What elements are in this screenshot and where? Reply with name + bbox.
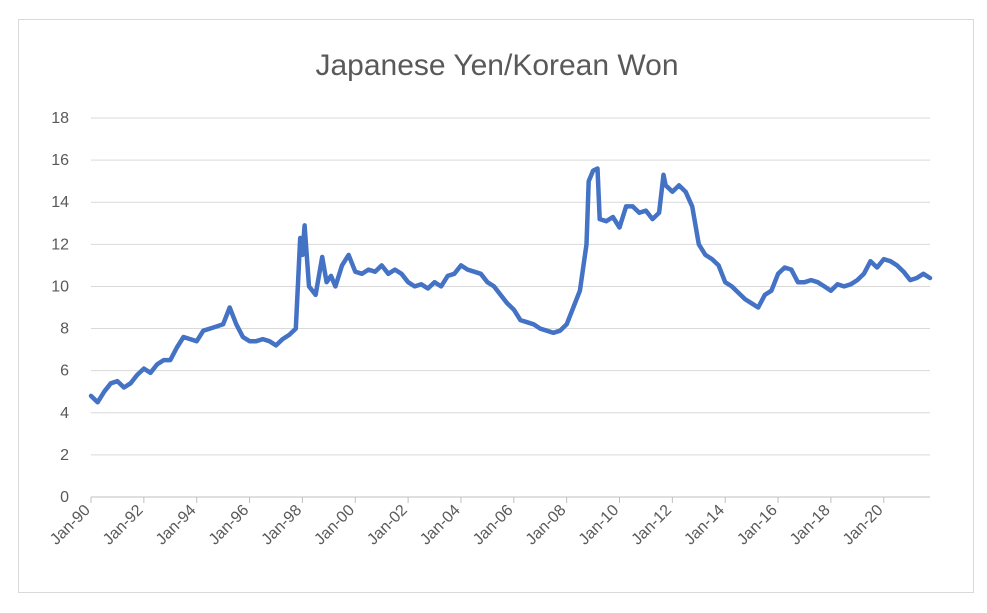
x-tick-label: Jan-02 (364, 502, 411, 549)
y-tick-label: 0 (60, 489, 69, 506)
x-tick-label: Jan-10 (576, 502, 623, 549)
y-axis: 0 2 4 6 8 10 12 14 16 18 (51, 110, 69, 506)
x-tick-label: Jan-96 (206, 502, 253, 549)
x-axis: Jan-90 Jan-92 Jan-94 Jan-96 Jan-98 Jan-00 Jan-… (47, 496, 930, 549)
y-tick-label: 18 (51, 110, 69, 127)
chart-title: Japanese Yen/Korean Won (315, 49, 678, 82)
x-tick-label: Jan-14 (681, 502, 728, 549)
series (88, 166, 933, 405)
x-tick-label: Jan-20 (840, 502, 887, 549)
x-tick-label: Jan-18 (787, 502, 834, 549)
x-tick-label: Jan-92 (100, 502, 147, 549)
y-tick-label: 12 (51, 236, 69, 253)
y-tick-label: 8 (60, 321, 69, 338)
x-tick-label: Jan-08 (523, 502, 570, 549)
x-tick-label: Jan-12 (629, 502, 676, 549)
series-line (88, 166, 933, 405)
x-tick-label: Jan-90 (47, 502, 94, 549)
grid (91, 117, 930, 456)
x-tick-label: Jan-00 (311, 502, 358, 549)
y-tick-label: 6 (60, 363, 69, 380)
x-tick-label: Jan-98 (259, 502, 306, 549)
x-tick-label: Jan-06 (470, 502, 517, 549)
x-tick-label: Jan-16 (734, 502, 781, 549)
y-tick-label: 2 (60, 447, 69, 464)
x-tick-label: Jan-04 (417, 502, 464, 549)
y-tick-label: 10 (51, 278, 69, 295)
y-tick-label: 14 (51, 194, 69, 211)
y-tick-label: 16 (51, 152, 69, 169)
x-tick-label: Jan-94 (153, 502, 200, 549)
y-tick-label: 4 (60, 405, 69, 422)
